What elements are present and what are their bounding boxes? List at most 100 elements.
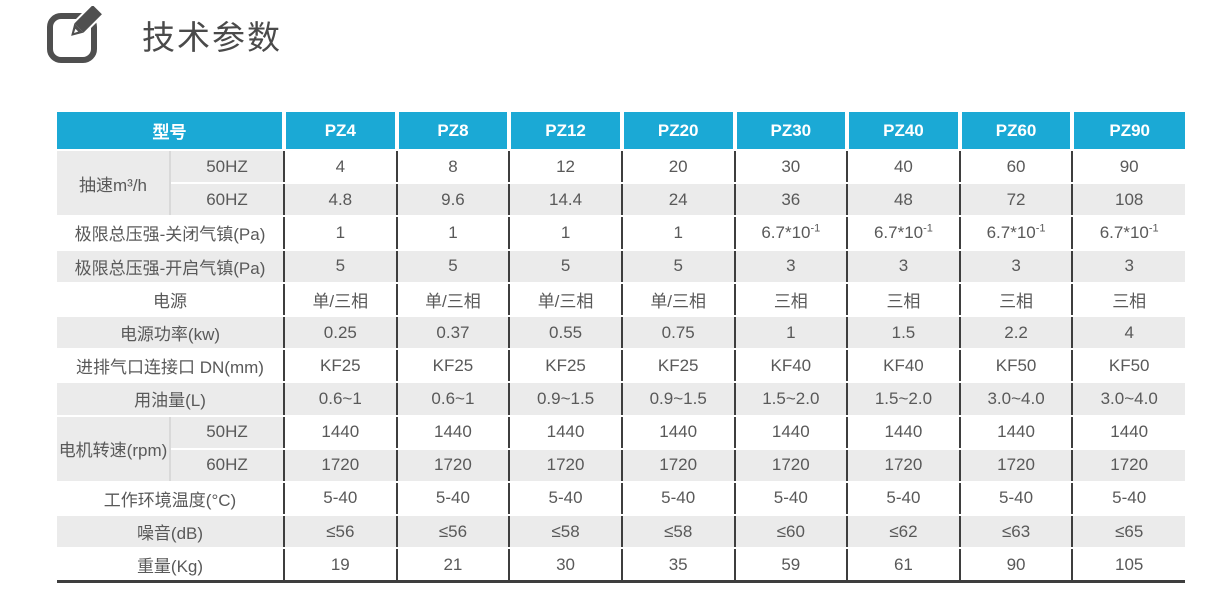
cell-pz8-inlet-outlet-connection: KF25 [395,348,511,384]
cell-pz90-pumping-speed-60hz: 108 [1071,182,1185,218]
cell-pz30-operating-temperature: 5-40 [733,480,849,517]
table-row-operating-temperature: 工作环境温度(°C) 5-40 5-40 5-40 5-40 5-40 5-40 5-40 5-… [57,480,1185,517]
cell-pz20-weight: 35 [620,547,736,584]
cell-pz40-power-supply: 三相 [846,281,961,317]
table-row-oil-capacity: 用油量(L) 0.6~1 0.6~1 0.9~1.5 0.9~1.5 1.5~2.0 1.5… [57,381,1185,417]
cell-pz4-ultimate-pressure-ballast-closed: 1 [283,215,398,251]
cell-pz4-pumping-speed-60hz: 4.8 [283,182,398,218]
cell-pz60-motor-power: 2.2 [958,314,1074,351]
cell-pz8-motor-speed-50hz: 1440 [395,414,511,450]
cell-pz12-weight: 30 [508,547,623,584]
cell-pz12-ultimate-pressure-ballast-open: 5 [508,248,623,284]
cell-pz60-operating-temperature: 5-40 [958,480,1074,517]
cell-pz4-oil-capacity: 0.6~1 [283,381,398,417]
cell-pz20-pumping-speed-60hz: 24 [620,182,736,218]
table-row-motor-power: 电源功率(kw) 0.25 0.37 0.55 0.75 1 1.5 2.2 4 [57,314,1185,351]
cell-pz20-motor-speed-60hz: 1720 [620,447,736,483]
cell-pz8-motor-speed-60hz: 1720 [395,447,511,483]
table-row-power-supply: 电源 单/三相 单/三相 单/三相 单/三相 三相 三相 三相 三相 [57,281,1185,317]
cell-pz60-pumping-speed-50hz: 60 [958,148,1074,185]
row-label: 电源 [57,281,285,317]
section-header: 技术参数 [46,6,282,64]
cell-pz20-ultimate-pressure-ballast-closed: 1 [620,215,736,251]
column-header-pz40: PZ40 [845,112,962,151]
cell-pz8-pumping-speed-60hz: 9.6 [395,182,511,218]
cell-pz60-noise: ≤63 [958,514,1074,550]
table-row-weight: 重量(Kg) 19 21 30 35 59 61 90 105 [57,547,1185,584]
model-corner-header: 型号 [57,112,286,151]
cell-pz60-motor-speed-60hz: 1720 [958,447,1074,483]
cell-pz60-power-supply: 三相 [958,281,1074,317]
cell-pz30-power-supply: 三相 [733,281,849,317]
page-title: 技术参数 [142,19,282,56]
header-row: 型号 PZ4 PZ8 PZ12 PZ20 PZ30 PZ40 PZ60 PZ90 [57,112,1185,151]
row-label: 用油量(L) [57,381,285,417]
cell-pz20-motor-speed-50hz: 1440 [620,414,736,450]
cell-pz8-operating-temperature: 5-40 [395,480,511,517]
row-label: 极限总压强-开启气镇(Pa) [57,248,285,284]
cell-pz30-ultimate-pressure-ballast-closed: 6.7*10-1 [733,215,849,251]
cell-pz60-oil-capacity: 3.0~4.0 [958,381,1074,417]
cell-pz90-ultimate-pressure-ballast-open: 3 [1071,248,1185,284]
column-header-pz4: PZ4 [282,112,399,151]
cell-pz30-inlet-outlet-connection: KF40 [733,348,849,384]
cell-pz12-pumping-speed-60hz: 14.4 [508,182,623,218]
row-label: 噪音(dB) [57,514,285,550]
cell-pz12-motor-power: 0.55 [508,314,623,351]
cell-pz20-operating-temperature: 5-40 [620,480,736,517]
cell-pz12-noise: ≤58 [508,514,623,550]
column-header-pz12: PZ12 [507,112,624,151]
cell-pz60-inlet-outlet-connection: KF50 [958,348,1074,384]
cell-pz30-pumping-speed-50hz: 30 [733,148,849,185]
cell-pz20-motor-power: 0.75 [620,314,736,351]
cell-pz12-pumping-speed-50hz: 12 [508,148,623,185]
cell-pz20-pumping-speed-50hz: 20 [620,148,736,185]
cell-pz8-weight: 21 [395,547,511,584]
cell-pz90-ultimate-pressure-ballast-closed: 6.7*10-1 [1071,215,1185,251]
cell-pz60-weight: 90 [958,547,1074,584]
cell-pz30-motor-speed-50hz: 1440 [733,414,849,450]
cell-pz30-oil-capacity: 1.5~2.0 [733,381,849,417]
cell-pz40-inlet-outlet-connection: KF40 [846,348,961,384]
cell-pz4-ultimate-pressure-ballast-open: 5 [283,248,398,284]
table-row-motor-speed-50hz: 电机转速(rpm) 50HZ 1440 1440 1440 1440 1440 1440 144… [57,414,1185,483]
cell-pz40-weight: 61 [846,547,961,584]
cell-pz40-noise: ≤62 [846,514,961,550]
edit-pencil-icon [47,6,104,63]
column-header-pz20: PZ20 [619,112,737,151]
cell-pz4-pumping-speed-50hz: 4 [283,148,398,185]
row-label: 极限总压强-关闭气镇(Pa) [57,215,285,251]
row-group-label: 抽速m³/h [57,148,171,218]
cell-pz4-motor-speed-60hz: 1720 [283,447,398,483]
cell-pz90-weight: 105 [1071,547,1185,584]
cell-pz90-inlet-outlet-connection: KF50 [1071,348,1185,384]
cell-pz90-motor-speed-50hz: 1440 [1071,414,1185,450]
cell-pz12-oil-capacity: 0.9~1.5 [508,381,623,417]
cell-pz4-weight: 19 [283,547,398,584]
column-header-pz60: PZ60 [957,112,1075,151]
cell-pz30-motor-speed-60hz: 1720 [733,447,849,483]
cell-pz4-power-supply: 单/三相 [283,281,398,317]
table-row-inlet-outlet-connection: 进排气口连接口 DN(mm) KF25 KF25 KF25 KF25 KF40 KF40 KF… [57,348,1185,384]
spec-table: 型号 PZ4 PZ8 PZ12 PZ20 PZ30 PZ40 PZ60 PZ90 抽速m³/h… [57,112,1185,584]
cell-pz4-operating-temperature: 5-40 [283,480,398,517]
cell-pz40-motor-speed-60hz: 1720 [846,447,961,483]
cell-pz90-pumping-speed-50hz: 90 [1071,148,1185,185]
cell-pz40-pumping-speed-60hz: 48 [846,182,961,218]
cell-pz20-ultimate-pressure-ballast-open: 5 [620,248,736,284]
row-sub-label: 60HZ [169,182,285,218]
table-row-noise: 噪音(dB) ≤56 ≤56 ≤58 ≤58 ≤60 ≤62 ≤63 ≤65 [57,514,1185,550]
cell-pz40-ultimate-pressure-ballast-open: 3 [846,248,961,284]
cell-pz4-motor-power: 0.25 [283,314,398,351]
cell-pz40-ultimate-pressure-ballast-closed: 6.7*10-1 [846,215,961,251]
cell-pz60-pumping-speed-60hz: 72 [958,182,1074,218]
cell-pz30-pumping-speed-60hz: 36 [733,182,849,218]
cell-pz20-noise: ≤58 [620,514,736,550]
cell-pz60-ultimate-pressure-ballast-open: 3 [958,248,1074,284]
column-header-pz90: PZ90 [1070,112,1185,151]
cell-pz12-ultimate-pressure-ballast-closed: 1 [508,215,623,251]
cell-pz12-inlet-outlet-connection: KF25 [508,348,623,384]
cell-pz40-motor-power: 1.5 [846,314,961,351]
cell-pz60-motor-speed-50hz: 1440 [958,414,1074,450]
row-label: 进排气口连接口 DN(mm) [57,348,285,384]
